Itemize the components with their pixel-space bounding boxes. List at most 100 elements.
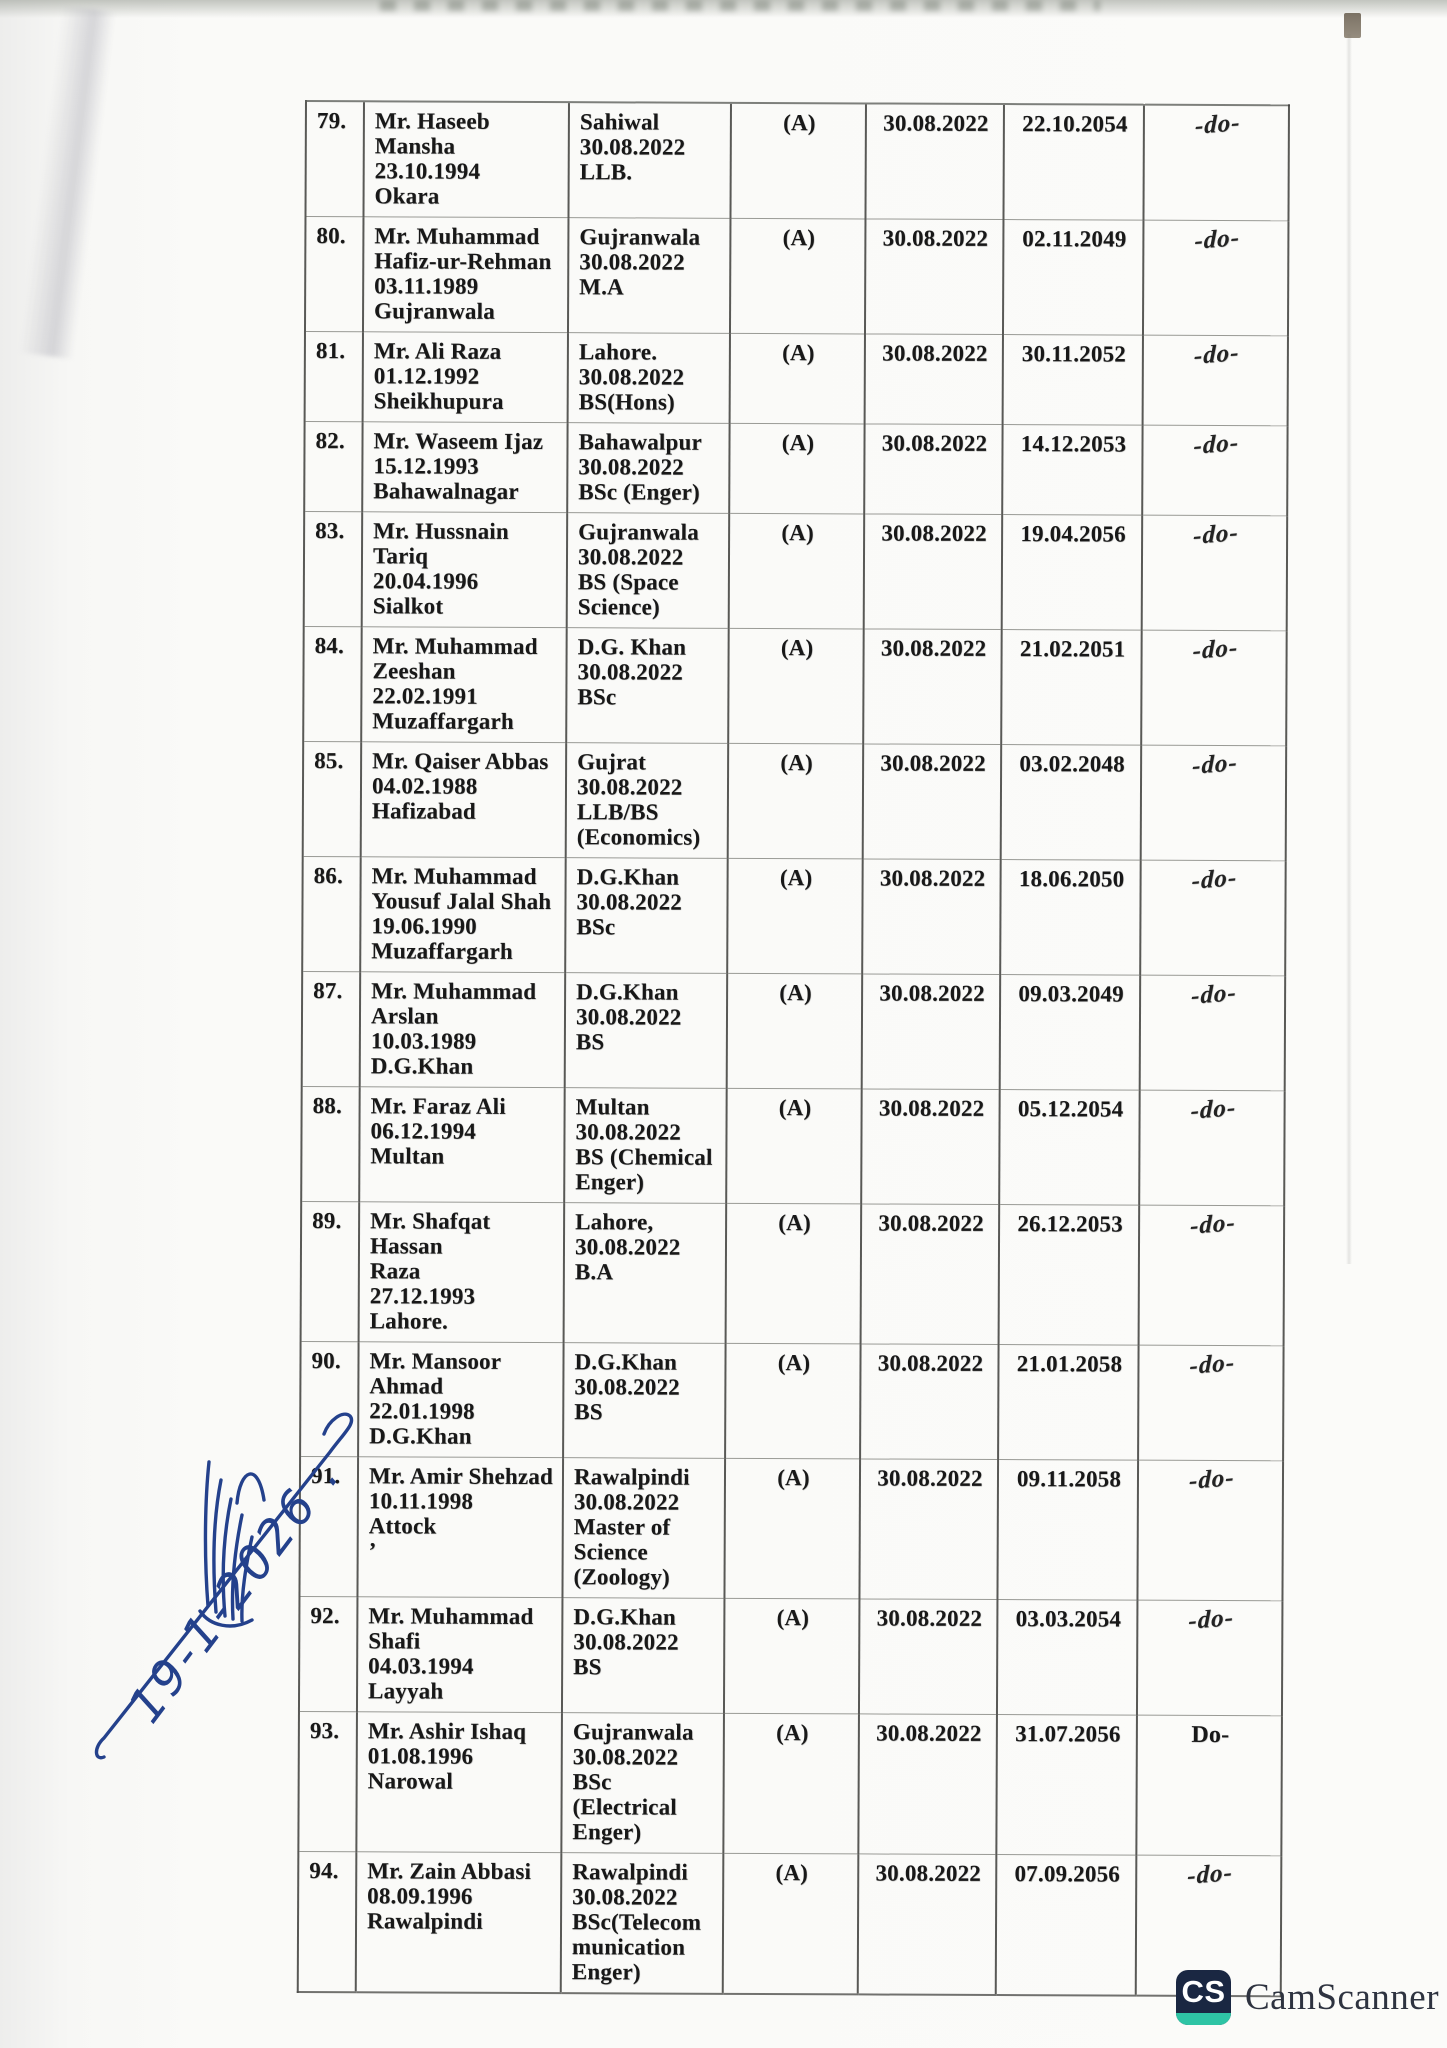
cell-line: Gujranwala [578, 519, 700, 545]
serial-cell: 85. [302, 741, 362, 857]
cell-line: 30.08.2022 [574, 1374, 680, 1400]
cell-line: Bahawalnagar [373, 478, 519, 504]
remark-cell-text: Do- [1191, 1721, 1230, 1749]
appointment-date-cell: 30.08.2022 [860, 1343, 999, 1460]
cell-line: BS [574, 1399, 603, 1425]
cell-line: Gujranwala [579, 224, 701, 250]
cell-line: 01.08.1996 [367, 1743, 474, 1769]
table-row: 93. Mr. Ashir Ishaq 01.08.1996 Narowal Gujra… [298, 1711, 1282, 1856]
cell-line: munication [571, 1934, 686, 1960]
appointment-date-cell: 30.08.2022 [858, 1598, 998, 1715]
retirement-date-cell: 19.04.2056 [1001, 514, 1143, 631]
cell-line: Sahiwal [579, 109, 660, 135]
status-cell-text: (A) [780, 635, 814, 661]
cell-line: Mansha [374, 133, 456, 159]
appointment-date-cell: 30.08.2022 [860, 1203, 1000, 1345]
appointment-date-cell-text: 30.08.2022 [876, 1605, 983, 1631]
status-cell: (A) [728, 513, 865, 629]
retirement-date-cell: 26.12.2053 [998, 1204, 1140, 1346]
appointment-date-cell: 30.08.2022 [864, 423, 1003, 515]
retirement-date-cell: 09.11.2058 [997, 1459, 1139, 1601]
status-cell: (A) [724, 1458, 861, 1599]
remark-cell: -do- [1141, 515, 1288, 631]
serial-cell: 86. [302, 856, 361, 972]
cell-line: Lahore. [369, 1308, 449, 1334]
serial-cell: 89. [300, 1201, 360, 1342]
retirement-date-cell-text: 03.03.2054 [1015, 1606, 1122, 1632]
qualification-cell: Lahore, 30.08.2022 B.A [563, 1202, 727, 1344]
serial-cell: 80. [304, 216, 364, 332]
retirement-date-cell-text: 26.12.2053 [1017, 1211, 1123, 1237]
retirement-date-cell: 14.12.2053 [1002, 424, 1143, 516]
remark-cell-text: -do- [1191, 864, 1238, 895]
cell-line: D.G.Khan [370, 1053, 474, 1079]
remark-cell: -do- [1138, 1345, 1284, 1461]
remark-cell-text: -do- [1189, 1209, 1236, 1240]
remark-cell-text: -do- [1188, 1349, 1236, 1380]
appointment-date-cell-text: 30.08.2022 [880, 635, 987, 661]
retirement-date-cell: 02.11.2049 [1002, 219, 1144, 336]
retirement-date-cell-text: 03.02.2048 [1019, 751, 1125, 777]
serial-cell-text: 92. [310, 1603, 340, 1629]
cell-line: Sheikhupura [373, 388, 504, 414]
qualification-cell: Gujranwala 30.08.2022 BSc (Electrical Enger… [561, 1712, 724, 1854]
cell-line: Gujranwala [374, 298, 495, 324]
cell-line: Mr. Muhammad [372, 633, 538, 660]
remark-cell: -do- [1142, 220, 1289, 336]
name-cell: Mr. Mansoor Ahmad 22.01.1998 D.G.Khan [358, 1341, 564, 1458]
appointment-date-cell-text: 30.08.2022 [881, 430, 988, 456]
qualification-cell: Rawalpindi 30.08.2022 Master of Science (Zoo… [562, 1457, 726, 1599]
table-row: 84. Mr. Muhammad Zeeshan 22.02.1991 Muzaffar… [303, 626, 1287, 746]
camscanner-logo-icon: CS [1176, 1970, 1231, 2025]
status-cell-text: (A) [777, 1350, 811, 1376]
qualification-cell: D.G.Khan 30.08.2022 BS [564, 972, 728, 1089]
remark-cell: -do- [1137, 1460, 1284, 1601]
cell-line: Mr. Ali Raza [373, 338, 502, 364]
retirement-date-cell: 21.01.2058 [998, 1344, 1139, 1461]
serial-cell-text: 89. [312, 1208, 342, 1234]
cell-line: Narowal [367, 1768, 454, 1794]
appointment-date-cell: 30.08.2022 [858, 1713, 997, 1855]
table-row: 89. Mr. Shafqat Hassan Raza 27.12.1993 Lahor… [300, 1201, 1285, 1346]
remark-cell-text: -do- [1191, 749, 1238, 780]
cell-line: 30.08.2022 [578, 364, 685, 390]
status-cell-text: (A) [777, 1465, 810, 1491]
remark-cell: -do- [1138, 1205, 1285, 1346]
retirement-date-cell-text: 30.11.2052 [1021, 341, 1127, 367]
cell-line: Arslan [370, 1003, 439, 1029]
appointment-date-cell-text: 30.08.2022 [882, 340, 988, 366]
cell-line: 30.08.2022 [573, 1629, 679, 1655]
cell-line: BS (Space [577, 569, 679, 595]
cell-line: Muzaffargarh [371, 938, 513, 964]
qualification-cell: Gujrat 30.08.2022 LLB/BS (Economics) [565, 742, 729, 859]
retirement-date-cell-text: 21.01.2058 [1016, 1351, 1123, 1377]
cell-line: BS (Chemical [575, 1144, 713, 1170]
retirement-date-cell: 22.10.2054 [1003, 104, 1144, 221]
qualification-cell: D.G.Khan 30.08.2022 BS [563, 1342, 726, 1459]
serial-cell-text: 94. [309, 1858, 339, 1884]
qualification-cell: Sahiwal 30.08.2022 LLB. [568, 102, 731, 219]
name-cell: Mr. Muhammad Yousuf Jalal Shah 19.06.1990 M… [360, 856, 566, 973]
retirement-date-cell-text: 09.03.2049 [1018, 981, 1124, 1007]
serial-cell: 91. [299, 1456, 359, 1597]
table-row: 86. Mr. Muhammad Yousuf Jalal Shah 19.06.19… [302, 856, 1286, 976]
qualification-cell: D.G.Khan 30.08.2022 BSc [565, 857, 728, 974]
appointment-date-cell-text: 30.08.2022 [877, 1465, 983, 1491]
records-table: 79. Mr. Haseeb Mansha 23.10.1994 Okara Sahiwa… [297, 100, 1290, 1997]
records-table-body: 79. Mr. Haseeb Mansha 23.10.1994 Okara Sahiwa… [297, 101, 1289, 1997]
serial-cell: 82. [304, 421, 363, 512]
appointment-date-cell: 30.08.2022 [863, 513, 1003, 630]
cell-line: 08.09.1996 [367, 1883, 473, 1909]
paper-crease [1346, 34, 1352, 1264]
retirement-date-cell-text: 19.04.2056 [1020, 521, 1126, 547]
appointment-date-cell-text: 30.08.2022 [878, 1095, 985, 1121]
status-cell-text: (A) [781, 430, 815, 456]
remark-cell: -do- [1142, 335, 1288, 426]
serial-cell-text: 90. [311, 1348, 341, 1374]
retirement-date-cell-text: 21.02.2051 [1019, 636, 1126, 662]
cell-line: 30.08.2022 [576, 774, 683, 800]
cell-line: 27.12.1993 [369, 1283, 476, 1309]
cell-line: Shafi [368, 1628, 421, 1654]
cell-line: BSc (Enger) [578, 479, 701, 505]
name-cell: Mr. Haseeb Mansha 23.10.1994 Okara [363, 101, 569, 218]
